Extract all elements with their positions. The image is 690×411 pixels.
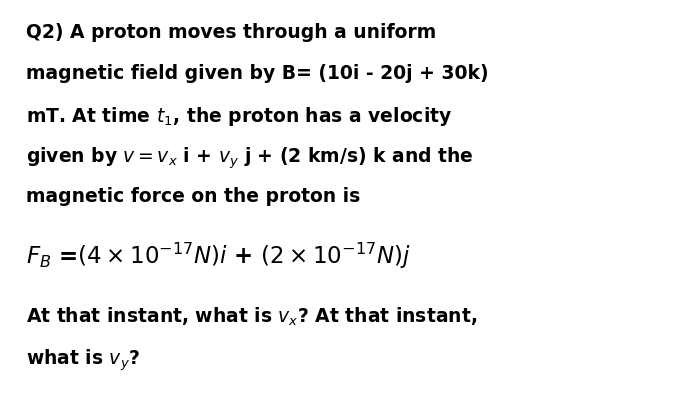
Text: $F_B$ =$(4 \times 10^{-17}N)i$ + $(2 \times 10^{-17}N)j$: $F_B$ =$(4 \times 10^{-17}N)i$ + $(2 \ti… xyxy=(26,240,411,270)
Text: magnetic force on the proton is: magnetic force on the proton is xyxy=(26,187,360,206)
Text: magnetic field given by B= (10i - 20j + 30k): magnetic field given by B= (10i - 20j + … xyxy=(26,64,489,83)
Text: what is $v_y$?: what is $v_y$? xyxy=(26,347,140,373)
Text: mT. At time $t_1$, the proton has a velocity: mT. At time $t_1$, the proton has a velo… xyxy=(26,105,453,128)
Text: given by $v = v_x$ i + $v_y$ j + (2 km/s) k and the: given by $v = v_x$ i + $v_y$ j + (2 km/s… xyxy=(26,146,474,171)
Text: Q2) A proton moves through a uniform: Q2) A proton moves through a uniform xyxy=(26,23,437,42)
Text: At that instant, what is $v_x$? At that instant,: At that instant, what is $v_x$? At that … xyxy=(26,306,477,328)
